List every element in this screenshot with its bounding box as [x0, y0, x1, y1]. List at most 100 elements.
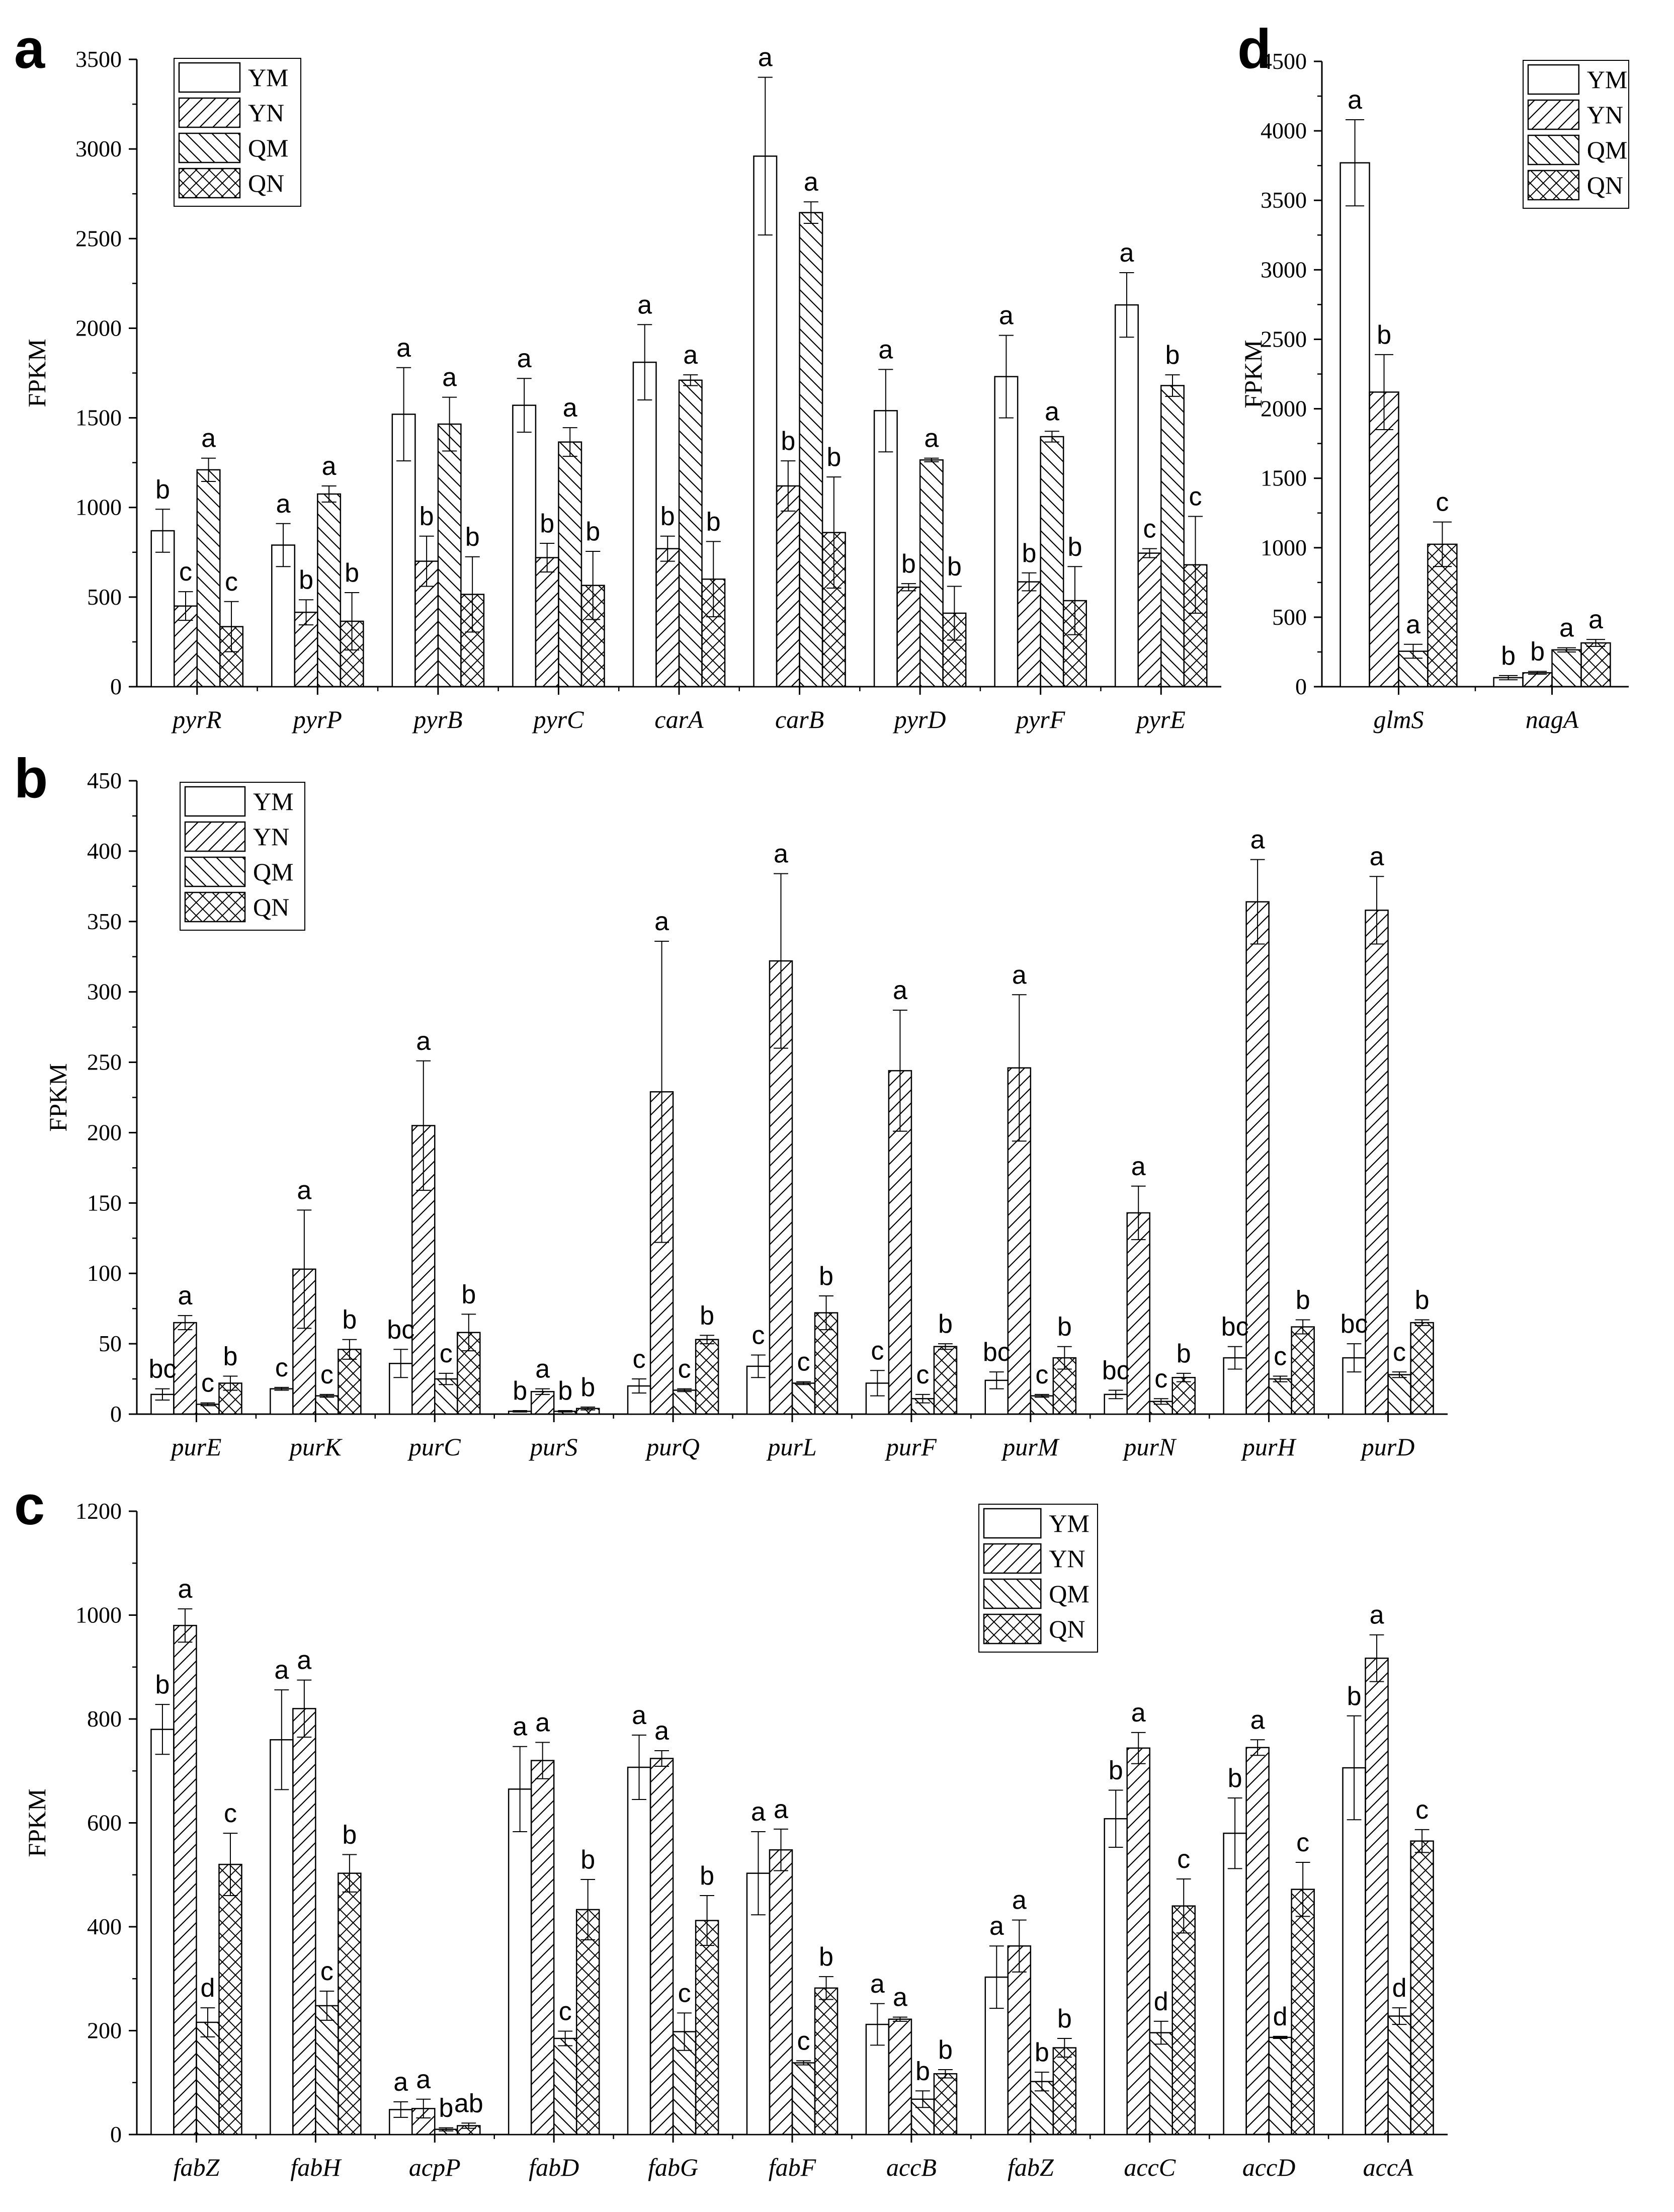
significance-letter: a — [1045, 397, 1059, 426]
error-bar — [558, 1410, 573, 1413]
error-bar — [155, 509, 171, 553]
bar-YN — [1245, 1747, 1270, 2136]
x-tick-label: pyrR — [171, 705, 221, 733]
bar-YN — [1522, 672, 1553, 688]
legend-swatch-QN — [983, 1613, 1042, 1645]
x-tick-label: accA — [1363, 2153, 1413, 2181]
significance-letter: a — [396, 334, 411, 363]
error-bar — [297, 1679, 312, 1738]
significance-letter: b — [1296, 1286, 1310, 1315]
y-tick-label: 2500 — [1261, 326, 1307, 352]
bar-YN — [769, 960, 793, 1415]
significance-letter: a — [1131, 1152, 1146, 1181]
bar-YN — [1126, 1212, 1150, 1415]
y-tick-label: 1000 — [1261, 535, 1307, 560]
bar-QM — [791, 2062, 816, 2136]
significance-letter: a — [1370, 842, 1384, 871]
error-bar — [781, 460, 796, 512]
x-tick-label: accC — [1124, 2153, 1176, 2181]
y-tick-label: 4500 — [1261, 48, 1307, 74]
legend-label: QM — [248, 134, 289, 162]
y-tick-label: 1000 — [75, 1602, 122, 1628]
x-tick-label: accD — [1242, 2153, 1296, 2181]
legend-label: QN — [248, 169, 284, 197]
error-bar — [540, 542, 555, 572]
error-bar — [1273, 2035, 1288, 2039]
bar-QM — [558, 441, 582, 688]
bar-YM — [508, 1788, 532, 2136]
significance-letter: a — [416, 1027, 431, 1056]
bar-YM — [270, 1739, 294, 2136]
significance-letter: a — [1250, 1705, 1265, 1735]
significance-letter: b — [155, 1670, 170, 1699]
y-tick-label: 500 — [1272, 604, 1307, 630]
significance-letter: b — [1501, 641, 1516, 671]
bar-YN — [1137, 552, 1162, 688]
y-tick-label: 3000 — [75, 136, 122, 161]
significance-letter: a — [535, 1355, 550, 1384]
significance-letter: d — [200, 1974, 215, 2003]
legend: YM YN QM QN — [180, 782, 305, 931]
error-bar — [1403, 643, 1423, 659]
error-bar — [585, 551, 601, 620]
significance-letter: a — [201, 424, 216, 453]
bar-QM — [315, 2005, 339, 2136]
error-bar — [1022, 572, 1037, 592]
bar-QM — [919, 459, 944, 688]
error-bar — [893, 2016, 907, 2022]
x-tick-label: fabZ — [1008, 2153, 1054, 2181]
legend-label: YM — [1049, 1509, 1090, 1537]
significance-letter: c — [751, 1321, 765, 1350]
y-tick-label: 3500 — [75, 46, 122, 72]
legend-label: YN — [248, 99, 284, 127]
error-bar — [1414, 1319, 1430, 1326]
significance-letter: a — [322, 452, 337, 481]
x-tick-label: carB — [775, 705, 824, 733]
x-tick-label: nagA — [1526, 705, 1579, 733]
legend-swatch-YN — [983, 1543, 1042, 1574]
error-bar — [938, 2069, 953, 2079]
error-bar — [345, 592, 360, 650]
significance-letter: c — [678, 1979, 691, 2008]
error-bar — [706, 541, 721, 618]
significance-letter: a — [989, 1912, 1004, 1941]
x-tick-label: pyrC — [532, 705, 584, 733]
significance-letter: c — [440, 1339, 453, 1368]
error-bar — [998, 335, 1014, 419]
significance-letter: a — [1588, 605, 1603, 634]
significance-letter: b — [580, 1845, 595, 1874]
bar-QN — [1052, 2047, 1077, 2136]
bar-QM — [1040, 436, 1064, 688]
significance-letter: b — [700, 1861, 714, 1891]
y-tick-label: 1000 — [75, 495, 122, 520]
significance-letter: b — [580, 1373, 595, 1402]
y-tick-label: 400 — [87, 1914, 122, 1939]
bar-QM — [799, 212, 823, 688]
error-bar — [155, 1388, 170, 1401]
error-bar — [465, 556, 480, 633]
legend-label: YM — [253, 787, 294, 815]
significance-letter: c — [275, 1353, 288, 1382]
y-tick-label: 500 — [87, 584, 122, 610]
significance-letter: a — [1559, 614, 1574, 643]
bar-YN — [1369, 391, 1399, 688]
error-bar — [1176, 1372, 1191, 1382]
error-bar — [580, 1407, 596, 1411]
error-bar — [774, 873, 788, 1049]
error-bar — [1067, 566, 1082, 635]
significance-letter: b — [1347, 1682, 1362, 1711]
y-axis-title: FPKM — [44, 1063, 72, 1131]
x-tick-label: acpP — [409, 2153, 461, 2181]
y-tick-label: 600 — [87, 1810, 122, 1836]
error-bar — [419, 535, 434, 587]
y-tick-label: 2000 — [1261, 396, 1307, 422]
y-tick-label: 200 — [87, 2018, 122, 2043]
significance-letter: b — [1022, 539, 1036, 568]
significance-letter: b — [1057, 1313, 1072, 1342]
y-tick-label: 4000 — [1261, 118, 1307, 143]
error-bar — [562, 427, 577, 457]
significance-letter: bc — [983, 1338, 1011, 1367]
x-tick-label: glmS — [1374, 705, 1424, 733]
error-bar — [915, 1394, 930, 1404]
